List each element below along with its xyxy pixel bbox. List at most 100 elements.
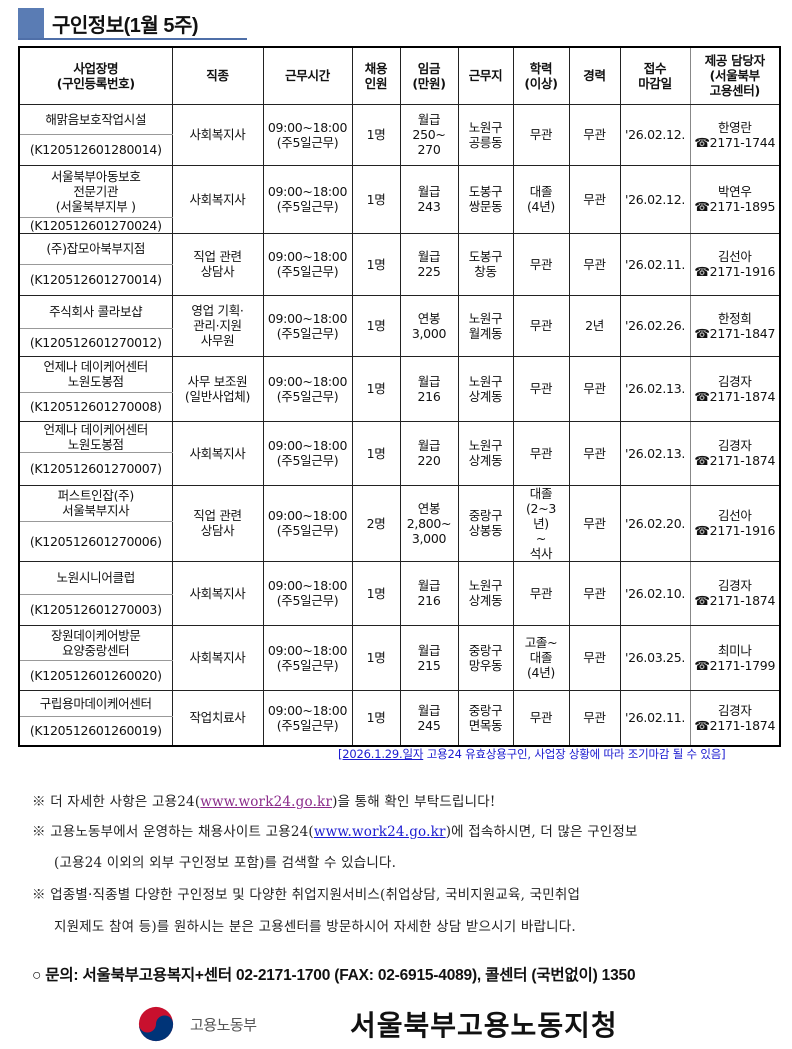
wage: 월급 243 xyxy=(399,164,459,234)
table-row: 주식회사 콜라보샵 영업 기획· 관리·지원 사무원 09:00~18:00 (주5… xyxy=(18,294,781,357)
contact-person: 김선아 ☎2171-1916 xyxy=(689,484,781,562)
work-hours: 09:00~18:00 (주5일근무) xyxy=(262,624,353,691)
title-accent-block xyxy=(18,8,44,38)
header-education: 학력 (이상) xyxy=(512,46,570,105)
deadline: '26.02.10. xyxy=(619,560,691,626)
contact-person: 한영란 ☎2171-1744 xyxy=(689,103,781,166)
work-location: 중랑구 상봉동 xyxy=(457,484,514,562)
table-row-id: (K120512601270014) xyxy=(18,263,780,296)
company-name: 언제나 데이케어센터 노원도봉점 xyxy=(18,420,173,453)
work-hours: 09:00~18:00 (주5일근무) xyxy=(262,355,353,422)
registration-number: (K120512601280014) xyxy=(18,133,173,166)
work-location: 노원구 월계동 xyxy=(457,294,514,357)
office-name: 서울북부고용노동지청 xyxy=(350,1009,618,1042)
table-header-row: 사업장명 (구인등록번호) 직종 근무시간 채용 인원 임금 (만원) 근무지 … xyxy=(18,46,781,105)
work-location: 노원구 공릉동 xyxy=(457,103,514,166)
experience: 무관 xyxy=(568,689,621,747)
contact-person: 김경자 ☎2171-1874 xyxy=(689,560,781,626)
header-hours: 근무시간 xyxy=(262,46,353,105)
experience: 무관 xyxy=(568,103,621,166)
work-location: 도봉구 창동 xyxy=(457,232,514,296)
header-job: 직종 xyxy=(171,46,264,105)
work-hours: 09:00~18:00 (주5일근무) xyxy=(262,164,353,234)
work-hours: 09:00~18:00 (주5일근무) xyxy=(262,560,353,626)
table-row: 퍼스트인잡(주) 서울북부지사 직업 관련 상담사 09:00~18:00 (주5일… xyxy=(18,484,781,562)
work-hours: 09:00~18:00 (주5일근무) xyxy=(262,420,353,486)
education: 무관 xyxy=(512,103,570,166)
job-title: 사회복지사 xyxy=(171,103,264,166)
hire-count: 2명 xyxy=(351,484,401,562)
education: 무관 xyxy=(512,560,570,626)
table-row: 노원시니어클럽 사회복지사 09:00~18:00 (주5일근무) 1명 월급 216 노… xyxy=(18,560,781,626)
work24-link[interactable]: www.work24.go.kr xyxy=(200,794,333,810)
note-text: ※ 더 자세한 사항은 고용24( xyxy=(32,794,201,810)
footnote: [2026.1.29.일자 고용24 유효상용구인, 사업장 상황에 따라 조기… xyxy=(338,746,726,762)
table-row-id: (K120512601270008) xyxy=(18,391,780,422)
work-hours: 09:00~18:00 (주5일근무) xyxy=(262,689,353,747)
education: 무관 xyxy=(512,232,570,296)
header-deadline: 접수 마감일 xyxy=(619,46,691,105)
table-row-id: (K120512601270003) xyxy=(18,593,780,626)
wage: 월급 250~ 270 xyxy=(399,103,459,166)
contact-person: 최미나 ☎2171-1799 xyxy=(689,624,781,691)
job-title: 사회복지사 xyxy=(171,560,264,626)
contact-person: 김경자 ☎2171-1874 xyxy=(689,689,781,747)
table-row: (주)잡모아북부지점 직업 관련 상담사 09:00~18:00 (주5일근무) 1명… xyxy=(18,232,781,296)
ministry-logo-text: 고용노동부 xyxy=(190,1016,257,1034)
company-name: 서울북부아동보호 전문기관 (서울북부지부 ) xyxy=(18,164,173,218)
experience: 무관 xyxy=(568,560,621,626)
experience: 무관 xyxy=(568,232,621,296)
contact-person: 김선아 ☎2171-1916 xyxy=(689,232,781,296)
job-title: 직업 관련 상담사 xyxy=(171,484,264,562)
table-row-id: (K120512601260019) xyxy=(18,715,780,747)
registration-number: (K120512601270003) xyxy=(18,593,173,626)
contact-person: 김경자 ☎2171-1874 xyxy=(689,355,781,422)
work24-link[interactable]: www.work24.go.kr xyxy=(313,824,446,840)
note-2: ※ 고용노동부에서 운영하는 채용사이트 고용24(www.work24.go.… xyxy=(32,820,638,840)
wage: 월급 216 xyxy=(399,560,459,626)
experience: 무관 xyxy=(568,355,621,422)
company-name: 구립용마데이케어센터 xyxy=(18,689,173,717)
hire-count: 1명 xyxy=(351,355,401,422)
wage: 연봉 2,800~ 3,000 xyxy=(399,484,459,562)
hire-count: 1명 xyxy=(351,624,401,691)
job-listings-table: 사업장명 (구인등록번호) 직종 근무시간 채용 인원 임금 (만원) 근무지 … xyxy=(18,46,781,747)
work-hours: 09:00~18:00 (주5일근무) xyxy=(262,103,353,166)
job-title: 사회복지사 xyxy=(171,420,264,486)
experience: 무관 xyxy=(568,484,621,562)
page-title: 구인정보(1월 5주) xyxy=(52,15,199,37)
company-name: 퍼스트인잡(주) 서울북부지사 xyxy=(18,484,173,522)
registration-number: (K120512601270007) xyxy=(18,451,173,486)
job-title: 사회복지사 xyxy=(171,164,264,234)
registration-number: (K120512601270012) xyxy=(18,327,173,357)
company-name: 해맑음보호작업시설 xyxy=(18,103,173,135)
header-location: 근무지 xyxy=(457,46,514,105)
job-title: 작업치료사 xyxy=(171,689,264,747)
hire-count: 1명 xyxy=(351,164,401,234)
registration-number: (K120512601270006) xyxy=(18,520,173,562)
education: 무관 xyxy=(512,355,570,422)
work-hours: 09:00~18:00 (주5일근무) xyxy=(262,484,353,562)
company-name: 주식회사 콜라보샵 xyxy=(18,294,173,329)
note-text: ※ 고용노동부에서 운영하는 채용사이트 고용24( xyxy=(32,824,314,840)
registration-number: (K120512601270008) xyxy=(18,391,173,422)
header-contact: 제공 담당자 (서울북부 고용센터) xyxy=(689,46,781,105)
table-row: 해맑음보호작업시설 사회복지사 09:00~18:00 (주5일근무) 1명 월급 25… xyxy=(18,103,781,166)
header-wage: 임금 (만원) xyxy=(399,46,459,105)
deadline: '26.02.12. xyxy=(619,164,691,234)
education: 무관 xyxy=(512,689,570,747)
company-name: 노원시니어클럽 xyxy=(18,560,173,595)
work-location: 중랑구 망우동 xyxy=(457,624,514,691)
contact-line: ○ 문의: 서울북부고용복지+센터 02-2171-1700 (FAX: 02-… xyxy=(32,967,636,984)
header-count: 채용 인원 xyxy=(351,46,401,105)
table-row-id: (K120512601270007) xyxy=(18,451,780,486)
work-location: 중랑구 면목동 xyxy=(457,689,514,747)
experience: 무관 xyxy=(568,164,621,234)
note-3: ※ 업종별·직종별 다양한 구인정보 및 다양한 취업지원서비스(취업상담, 국… xyxy=(32,887,581,903)
page-title-bar: 구인정보(1월 5주) xyxy=(18,8,247,40)
job-title: 영업 기획· 관리·지원 사무원 xyxy=(171,294,264,357)
company-name: 언제나 데이케어센터 노원도봉점 xyxy=(18,355,173,393)
contact-person: 박연우 ☎2171-1895 xyxy=(689,164,781,234)
table-row-id: (K120512601270006) xyxy=(18,520,780,562)
job-title: 직업 관련 상담사 xyxy=(171,232,264,296)
